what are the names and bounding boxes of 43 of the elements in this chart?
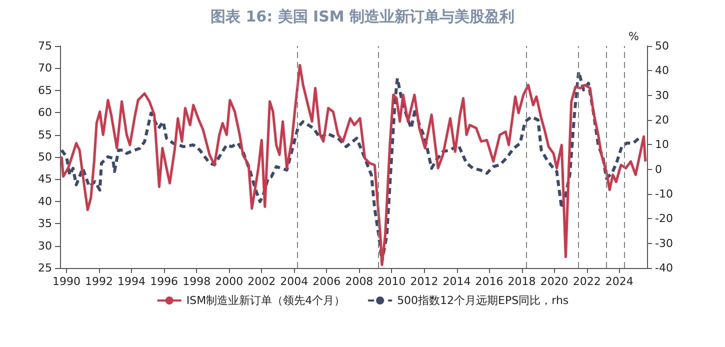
y2-tick-label: 40 <box>655 64 669 78</box>
y2-tick-label: 0 <box>655 162 662 176</box>
x-tick-label: 2002 <box>248 275 276 288</box>
x-tick-label: 2000 <box>215 275 244 288</box>
y2-axis-title: % <box>628 30 639 43</box>
x-tick-label: 1996 <box>150 275 178 288</box>
y2-tick-label: -40 <box>655 262 673 274</box>
y2-tick-label: -20 <box>655 212 673 226</box>
x-tick-label: 2006 <box>312 275 341 288</box>
x-tick-label: 2008 <box>345 275 374 288</box>
y2-tick-label: 20 <box>655 114 669 126</box>
x-tick-label: 2024 <box>605 275 634 288</box>
x-tick-label: 2016 <box>475 275 504 288</box>
y2-tick-label: -10 <box>655 188 673 200</box>
x-tick-label: 2018 <box>508 275 536 288</box>
y-tick-label: 75 <box>38 40 52 52</box>
y2-tick-label: -30 <box>655 236 673 250</box>
y-tick-label: 25 <box>38 262 52 274</box>
x-tick-label: 2010 <box>378 275 406 288</box>
y-tick-label: 70 <box>38 62 52 75</box>
x-tick-label: 1998 <box>182 275 211 288</box>
x-tick-label: 2014 <box>442 275 471 288</box>
y-tick-label: 35 <box>38 217 52 230</box>
x-tick-label: 2012 <box>410 275 438 288</box>
y2-tick-label: 50 <box>655 40 669 52</box>
legend-label: 500指数12个月远期EPS同比，rhs <box>397 294 569 307</box>
y-tick-label: 55 <box>38 128 52 142</box>
y2-tick-label: 10 <box>655 138 669 152</box>
y2-tick-label: 30 <box>655 88 669 102</box>
x-tick-label: 2004 <box>280 275 308 288</box>
x-tick-label: 2020 <box>540 275 568 288</box>
y-tick-label: 50 <box>38 150 52 164</box>
x-tick-label: 2022 <box>572 275 601 288</box>
y-tick-label: 60 <box>38 106 52 120</box>
chart-title: 图表 16: 美国 ISM 制造业新订单与美股盈利 <box>210 8 515 26</box>
y-tick-label: 30 <box>38 239 52 252</box>
x-tick-label: 1994 <box>118 275 146 288</box>
y-tick-label: 45 <box>38 172 52 186</box>
x-tick-label: 1992 <box>85 275 114 288</box>
legend-label: ISM制造业新订单（领先4个月） <box>186 294 346 307</box>
y-tick-label: 40 <box>38 194 52 208</box>
y-tick-label: 65 <box>38 84 52 97</box>
x-tick-label: 1990 <box>52 275 81 288</box>
